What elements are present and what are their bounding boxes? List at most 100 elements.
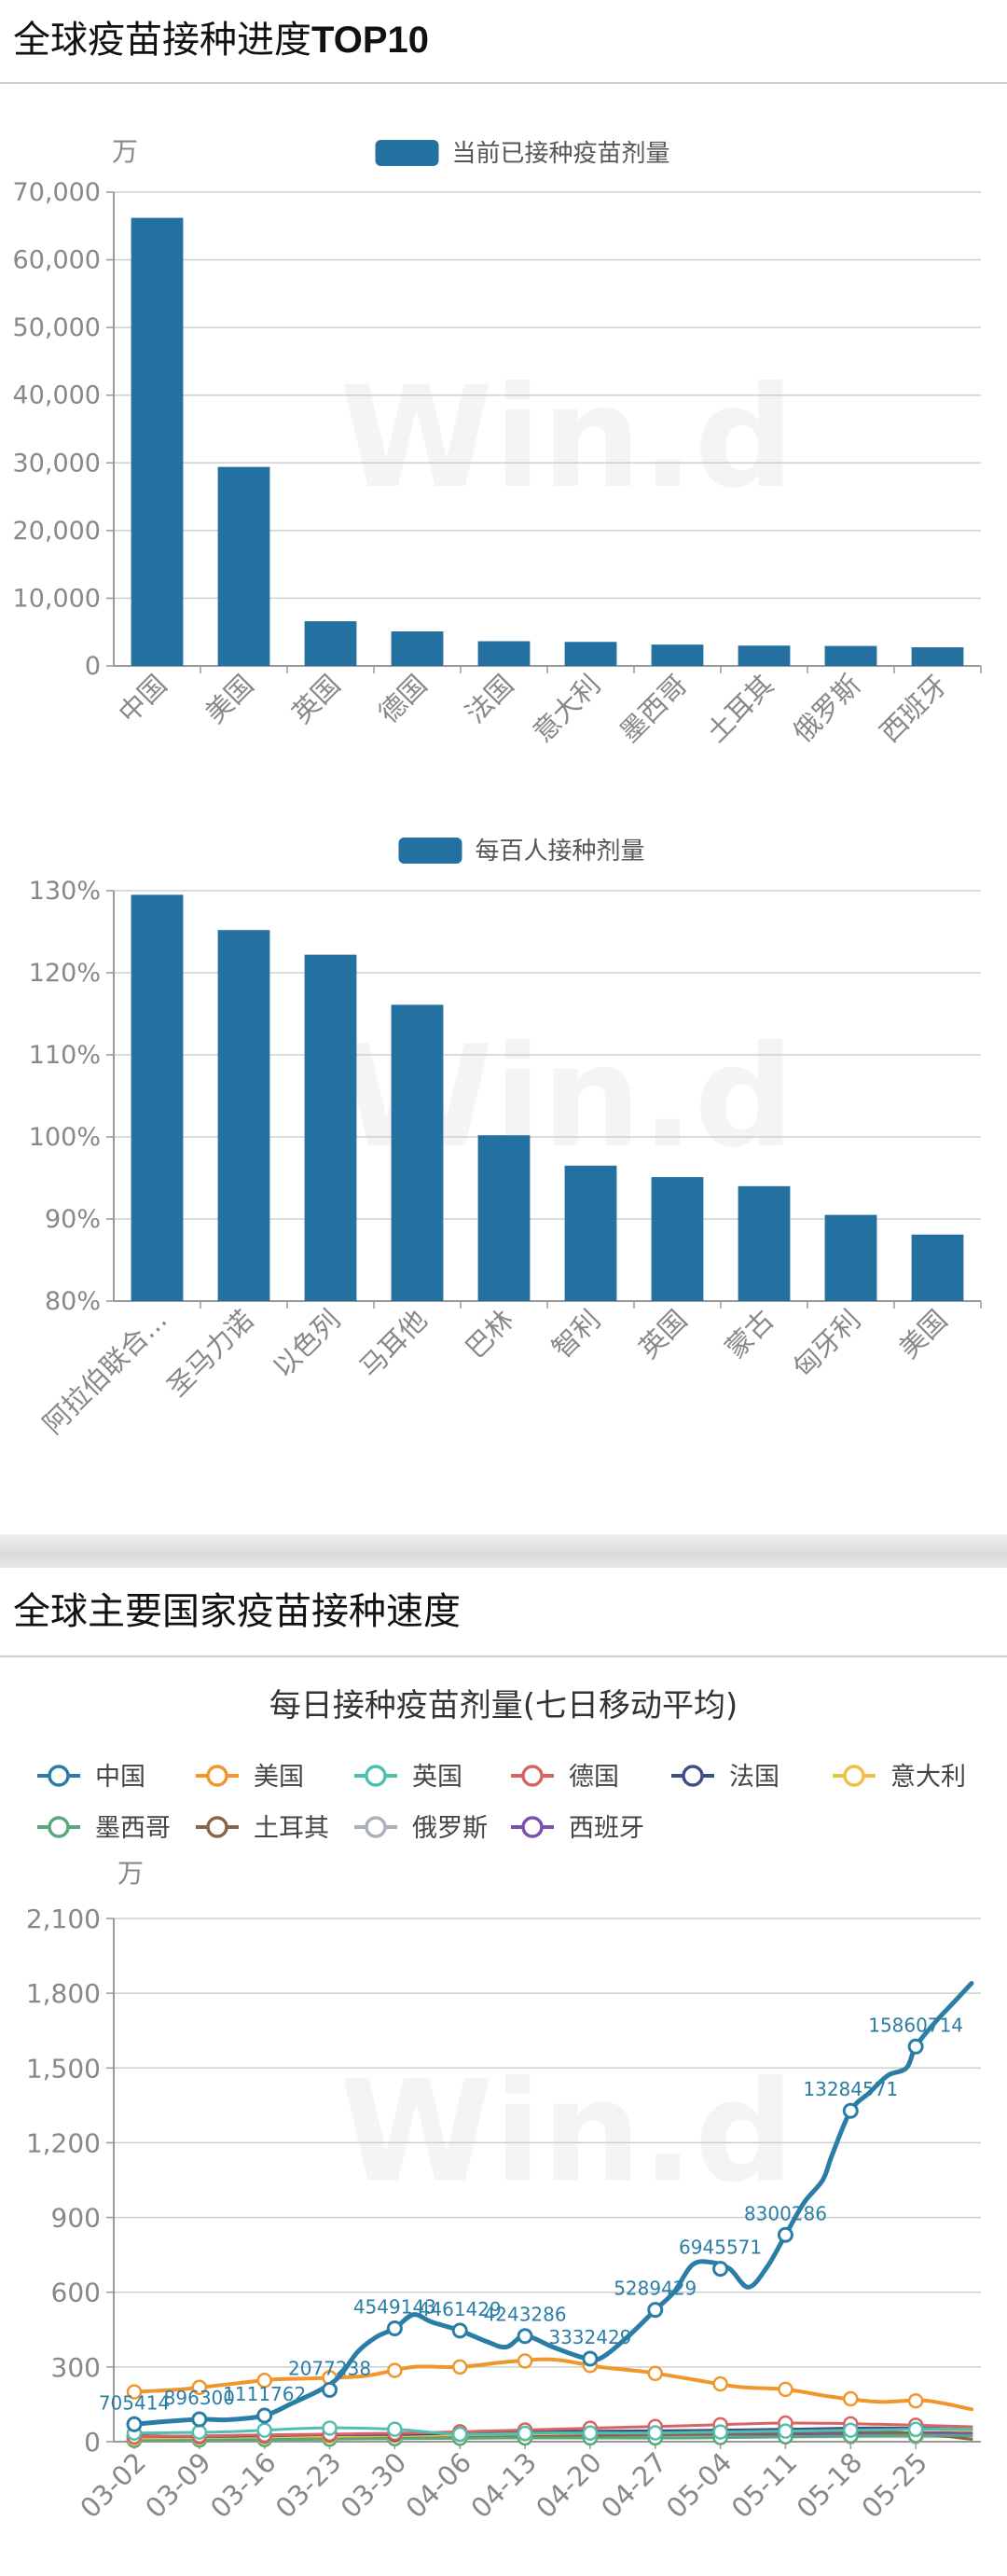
y-tick-label: 1,200: [26, 2127, 101, 2158]
series-line: [132, 2421, 973, 2439]
series-marker: [517, 2425, 533, 2442]
series-marker: [778, 2381, 793, 2398]
x-tick-label: 智利: [545, 1304, 606, 1364]
data-label: 3332429: [548, 2326, 631, 2348]
legend-label: 墨西哥: [95, 1814, 171, 1843]
x-tick-label: 西班牙: [874, 669, 954, 749]
y-tick-label: 70,000: [13, 178, 101, 207]
y-tick-label: 2,100: [26, 1904, 101, 1934]
china-marker: [517, 2328, 533, 2345]
x-tick-label: 03-02: [74, 2446, 152, 2525]
x-tick-label: 意大利: [527, 669, 607, 749]
legend-label: 英国: [412, 1763, 462, 1792]
x-tick-label: 俄罗斯: [787, 669, 867, 749]
y-tick-label: 0: [84, 2427, 101, 2458]
series-line: [132, 2357, 973, 2412]
x-tick-label: 土耳其: [700, 669, 780, 749]
legend-marker: [682, 1765, 704, 1787]
section-title-cn: 全球疫苗接种进度: [13, 19, 311, 62]
x-tick-label: 阿拉伯联合...: [36, 1304, 172, 1440]
bar: [824, 645, 877, 666]
legend-label: 当前已接种疫苗剂量: [452, 140, 670, 168]
bar: [391, 1004, 444, 1301]
y-tick-label: 100%: [29, 1123, 101, 1152]
series-marker: [843, 2390, 859, 2407]
legend-marker: [206, 1816, 228, 1838]
bar: [391, 630, 444, 666]
x-tick-label: 德国: [372, 669, 433, 729]
legend-label: 土耳其: [254, 1814, 329, 1843]
china-marker: [191, 2411, 208, 2428]
series-marker: [843, 2422, 859, 2438]
y-tick-label: 600: [51, 2278, 101, 2308]
y-tick-label: 1,500: [26, 2053, 101, 2084]
x-tick-label: 圣马力诺: [160, 1304, 259, 1403]
y-tick-label: 40,000: [13, 381, 101, 410]
bar: [911, 647, 964, 666]
legend-label: 中国: [95, 1763, 145, 1792]
bar: [564, 642, 617, 666]
series-marker: [647, 2425, 664, 2441]
bar: [824, 1214, 877, 1301]
bar: [738, 1185, 791, 1301]
y-tick-label: 90%: [45, 1205, 101, 1234]
y-tick-label: 10,000: [13, 584, 101, 613]
series-marker: [517, 2353, 533, 2369]
x-tick-label: 匈牙利: [787, 1304, 867, 1384]
bar: [131, 217, 184, 666]
section-divider: [0, 1534, 1007, 1568]
y-tick-label: 50,000: [13, 313, 101, 342]
bar: [651, 1177, 704, 1301]
series-marker: [191, 2424, 208, 2440]
series-marker: [387, 2421, 403, 2437]
y-tick-label: 900: [51, 2203, 101, 2234]
y-tick-label: 20,000: [13, 517, 101, 546]
china-marker: [842, 2102, 859, 2119]
x-tick-label: 墨西哥: [614, 669, 694, 749]
x-tick-label: 05-18: [791, 2446, 869, 2525]
legend-swatch: [398, 838, 462, 864]
series-marker: [778, 2423, 793, 2439]
data-label: 4549143: [353, 2295, 436, 2318]
y-tick-label: 110%: [29, 1041, 101, 1070]
legend-label: 德国: [569, 1763, 619, 1792]
data-label: 896300: [164, 2387, 235, 2409]
section-title-en: TOP10: [311, 20, 429, 61]
china-marker: [582, 2350, 599, 2367]
x-tick-label: 以色列: [267, 1304, 347, 1384]
x-tick-label: 04-13: [464, 2446, 543, 2525]
bar: [738, 645, 791, 666]
watermark: Win.d: [339, 357, 794, 519]
legend-label: 俄罗斯: [412, 1814, 488, 1843]
legend-marker: [365, 1816, 387, 1838]
series-marker: [907, 2392, 924, 2409]
bar: [304, 954, 357, 1301]
series-marker: [712, 2424, 728, 2440]
data-label: 705414: [99, 2391, 170, 2414]
bar: [131, 894, 184, 1301]
legend-marker: [843, 1765, 865, 1787]
data-label: 4461429: [419, 2298, 502, 2320]
data-label: 13284571: [803, 2078, 898, 2100]
x-tick-label: 05-11: [725, 2446, 804, 2525]
series-marker: [256, 2422, 272, 2438]
section1-rule: [0, 82, 1007, 84]
legend-swatch: [375, 140, 439, 166]
x-tick-label: 美国: [199, 669, 259, 729]
data-label: 15860714: [868, 2014, 963, 2036]
bar: [911, 1234, 964, 1301]
bar: [304, 621, 357, 666]
data-label: 4243286: [484, 2304, 567, 2326]
section-title-top10: 全球疫苗接种进度TOP10: [13, 9, 429, 63]
china-marker: [256, 2407, 273, 2424]
x-tick-label: 蒙古: [719, 1304, 779, 1364]
x-tick-label: 马耳他: [353, 1304, 434, 1384]
x-tick-label: 05-25: [855, 2446, 933, 2525]
series-marker: [712, 2375, 728, 2392]
data-label: 6945571: [679, 2237, 762, 2259]
china-marker: [712, 2261, 729, 2278]
series-marker: [126, 2384, 143, 2400]
data-label: 5289429: [614, 2278, 697, 2300]
x-tick-label: 03-09: [139, 2446, 217, 2525]
bar: [651, 644, 704, 666]
